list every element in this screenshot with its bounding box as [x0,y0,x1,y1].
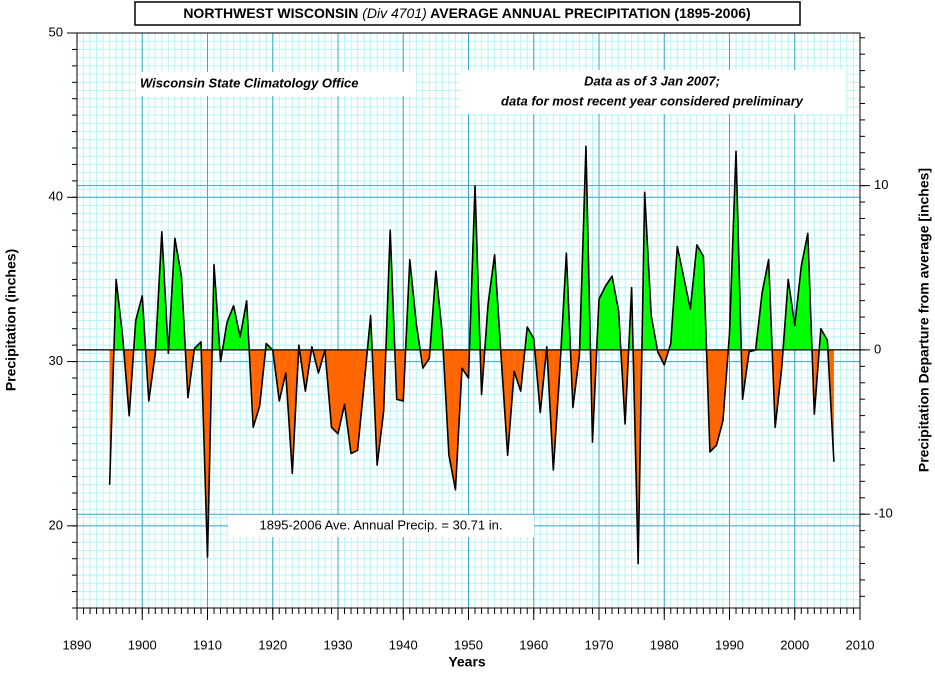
x-tick-label: 1910 [193,637,222,652]
fill-segment [279,349,286,401]
fill-segment [612,276,619,350]
fill-segment [709,349,717,452]
fill-segment [801,233,808,350]
x-tick-label: 1970 [585,637,614,652]
fill-segment [514,349,521,392]
precip-line [108,145,835,565]
y2-tick-label: 0 [874,341,881,356]
x-tick-label: 1950 [454,637,483,652]
fill-segment [357,349,365,451]
fill-segment [253,349,260,428]
y2-axis-label: Precipitation Departure from average [in… [916,168,932,472]
fill-segment [488,254,495,350]
fill-segment [461,349,469,378]
mean-label-box [228,515,534,537]
fill-segment [377,349,384,466]
x-tick-label: 1980 [650,637,679,652]
fill-segment [696,244,704,350]
y-tick-label: 30 [49,353,63,368]
x-tick-label: 1900 [128,637,157,652]
x-tick-label: 1940 [389,637,418,652]
x-tick-label: 2010 [846,637,875,652]
annotation-box [460,70,845,114]
y2-tick-label: 10 [874,177,888,192]
fill-segment [605,276,613,350]
y-tick-label: 20 [49,517,63,532]
annotation: Data as of 3 Jan 2007; [584,73,720,88]
annotation: Wisconsin State Climatology Office [140,75,359,90]
fill-segment [338,349,345,434]
x-tick-label: 1990 [715,637,744,652]
fill-segment [422,349,430,369]
y-tick-label: 50 [49,24,63,39]
fill-segment [344,349,352,454]
title-part: (Div 4701) [362,5,427,21]
fill-segment [448,349,456,490]
x-tick-label: 1890 [63,637,92,652]
x-tick-label: 2000 [780,637,809,652]
y-axis-label: Precipitation (inches) [3,249,19,391]
annotation: data for most recent year considered pre… [501,93,804,108]
fill-segment [820,328,828,350]
y2-tick-label: -10 [874,506,893,521]
fill-segment [351,349,358,454]
fill-segment [762,259,769,350]
chart-title: NORTHWEST WISCONSIN (Div 4701) AVERAGE A… [183,5,750,21]
title-part: AVERAGE ANNUAL PRECIPITATION (1895-2006) [430,5,751,21]
fill-segment [174,238,182,350]
fill-segment [788,279,795,350]
x-tick-label: 1920 [258,637,287,652]
fill-segment [396,349,404,401]
x-tick-label: 1960 [519,637,548,652]
fill-segment [716,349,723,446]
x-axis-label: Years [448,654,486,670]
fill-segment [331,349,338,434]
plot-frame [76,32,861,609]
fill-segment [135,295,143,350]
title-box [134,1,801,26]
title-part: NORTHWEST WISCONSIN [183,5,358,21]
fill-segment [683,277,691,350]
foreground: 1890 1900 1910 1920 1930 1940 1950 1960 1970 1980… [49,24,893,652]
x-tick-label: 1930 [324,637,353,652]
fill-segment [527,327,534,350]
mean-label: 1895-2006 Ave. Annual Precip. = 30.71 in… [260,517,503,532]
fill-segment [599,286,606,350]
fill-segment [690,244,697,350]
y-tick-label: 40 [49,189,63,204]
annotation-box [136,72,416,96]
fill-segment [227,305,234,350]
